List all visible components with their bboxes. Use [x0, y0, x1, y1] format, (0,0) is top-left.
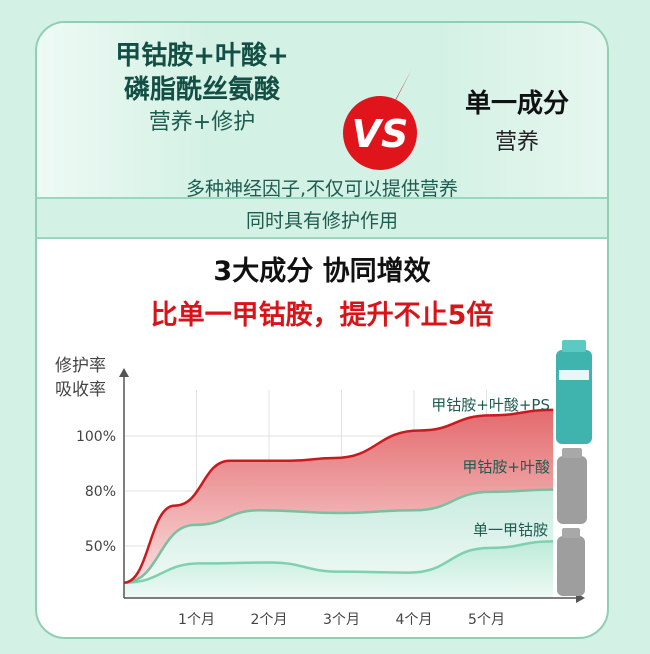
series-label: 单一甲钴胺: [473, 521, 548, 539]
x-tick-label: 5个月: [468, 612, 505, 628]
vs-label: VS: [352, 112, 409, 156]
y-axis-arrow-icon: [119, 368, 129, 377]
gray-bottle-cap-icon: [562, 448, 582, 458]
x-tick-label: 3个月: [323, 612, 360, 628]
single-formula: 单一成分 营养: [447, 83, 587, 156]
series-label: 甲钴胺+叶酸+PS: [431, 396, 550, 414]
product-bottle-icon: [556, 350, 592, 444]
headline: 3大成分 协同增效: [213, 256, 431, 287]
series-line: [123, 408, 554, 584]
gray-bottle-icon: [557, 536, 585, 596]
right-title: 单一成分: [464, 89, 569, 119]
gray-bottle-icon: [557, 456, 587, 524]
series-label: 甲钴胺+叶酸: [462, 458, 550, 476]
series-line: [123, 488, 554, 584]
left-subtitle: 营养+修护: [148, 110, 256, 135]
series-line: [123, 540, 554, 584]
desc-line-2: 同时具有修护作用: [245, 210, 398, 232]
bottle-cap-icon: [562, 340, 586, 352]
description-band: [37, 199, 607, 239]
subheadline: 比单一甲钴胺，提升不止5倍: [150, 300, 494, 331]
series-area: [124, 541, 554, 598]
combo-formula: 甲钴胺+叶酸+ 磷脂酰丝氨酸 营养+修护: [97, 39, 307, 139]
comparison-header: [37, 23, 607, 199]
x-tick-label: 1个月: [178, 612, 215, 628]
y-tick-label: 100%: [76, 429, 116, 445]
y-axis-label: 吸收率: [55, 380, 106, 400]
y-tick-label: 80%: [85, 484, 116, 500]
desc-line-1: 多种神经因子,不仅可以提供营养: [185, 178, 459, 200]
left-title-1: 甲钴胺+叶酸+: [115, 41, 289, 71]
y-axis-label: 修护率: [55, 356, 106, 376]
bottle-label-icon: [559, 370, 589, 380]
vs-badge-icon: VS: [343, 69, 417, 199]
x-tick-label: 4个月: [396, 612, 433, 628]
x-tick-label: 2个月: [251, 612, 288, 628]
gray-bottle-cap-icon: [562, 528, 580, 538]
left-title-2: 磷脂酰丝氨酸: [123, 75, 280, 105]
y-tick-label: 50%: [85, 539, 116, 555]
right-subtitle: 营养: [494, 130, 539, 155]
description: 多种神经因子,不仅可以提供营养 同时具有修护作用: [37, 173, 607, 237]
comparison-card: 甲钴胺+叶酸+ 磷脂酰丝氨酸 营养+修护 VS 单一成分 营养 多种神经因子,不…: [35, 21, 609, 639]
